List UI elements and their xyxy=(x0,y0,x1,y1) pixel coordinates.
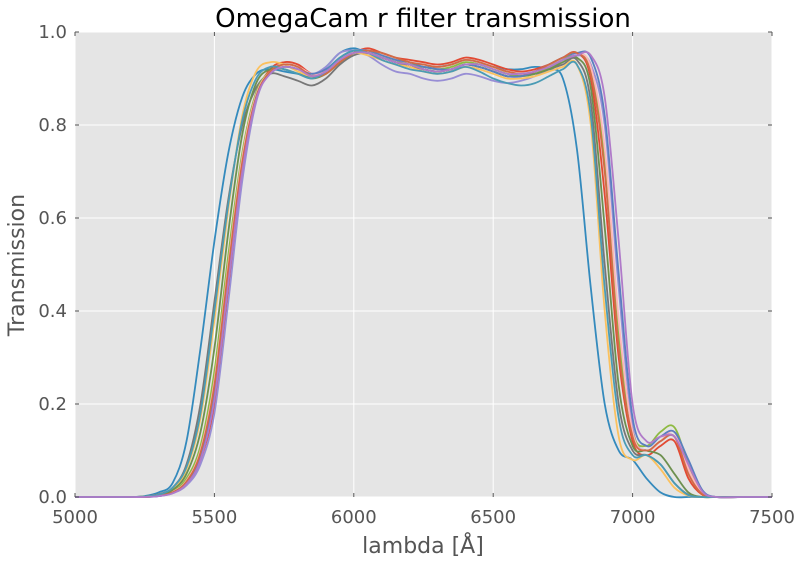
y-tick-label: 0.8 xyxy=(38,115,67,136)
x-tick-label: 6500 xyxy=(470,507,516,528)
series-line-11 xyxy=(75,49,773,499)
series-line-10 xyxy=(75,49,773,499)
y-tick-label: 0.6 xyxy=(38,208,67,229)
x-tick-label: 5500 xyxy=(191,507,237,528)
y-tick-label: 0.0 xyxy=(38,487,67,508)
series-line-12 xyxy=(75,51,773,499)
y-tick-label: 0.2 xyxy=(38,394,67,415)
x-tick-label: 5000 xyxy=(52,507,98,528)
y-tick-label: 1.0 xyxy=(38,22,67,43)
y-tick-labels: 0.0 0.2 0.4 0.6 0.8 1.0 xyxy=(38,22,67,508)
series-lines xyxy=(75,47,773,499)
x-tick-label: 6000 xyxy=(331,507,377,528)
x-axis-label: lambda [Å] xyxy=(362,532,484,559)
x-tick-label: 7500 xyxy=(749,507,795,528)
y-axis-label: Transmission xyxy=(5,194,30,337)
grid-lines xyxy=(74,31,773,498)
x-tick-label: 7000 xyxy=(610,507,656,528)
axis-ticks xyxy=(74,31,773,498)
chart-title: OmegaCam r filter transmission xyxy=(215,4,631,34)
y-tick-label: 0.4 xyxy=(38,301,67,322)
x-tick-labels: 5000 5500 6000 6500 7000 7500 xyxy=(52,507,795,528)
